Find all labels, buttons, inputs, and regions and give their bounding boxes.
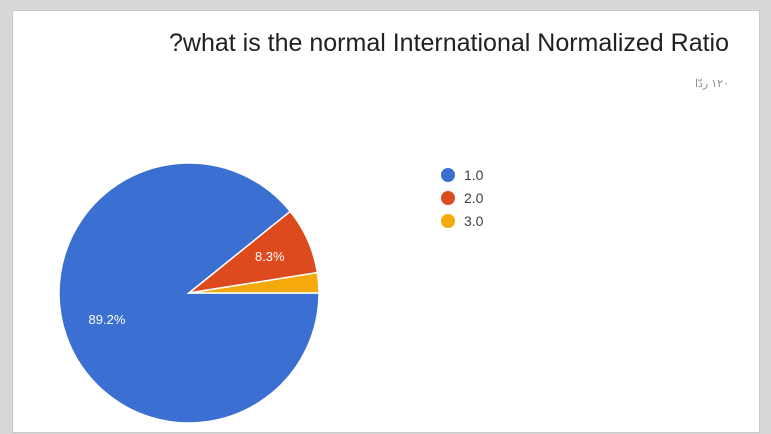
chart-title: ?what is the normal International Normal… [169,29,729,57]
legend-item-1.0: 1.0 [441,163,483,186]
legend-swatch [441,213,455,228]
legend-label: 2.0 [464,189,484,206]
legend: 1.0 2.0 3.0 [441,163,483,232]
pie-chart: 89.2% 8.3% [58,162,320,424]
pie-slice-3.0 [188,271,320,294]
response-count: ۱۲۰ ردّا [694,78,729,90]
legend-swatch [441,190,455,205]
chart-card: ?what is the normal International Normal… [12,10,760,433]
legend-label: 3.0 [464,212,484,229]
legend-item-3.0: 3.0 [441,209,483,232]
slice-label-1.0: 89.2% [89,312,126,327]
legend-label: 1.0 [464,166,484,183]
legend-item-2.0: 2.0 [441,186,483,209]
legend-swatch [441,167,455,182]
slice-label-2.0: 8.3% [255,249,285,264]
